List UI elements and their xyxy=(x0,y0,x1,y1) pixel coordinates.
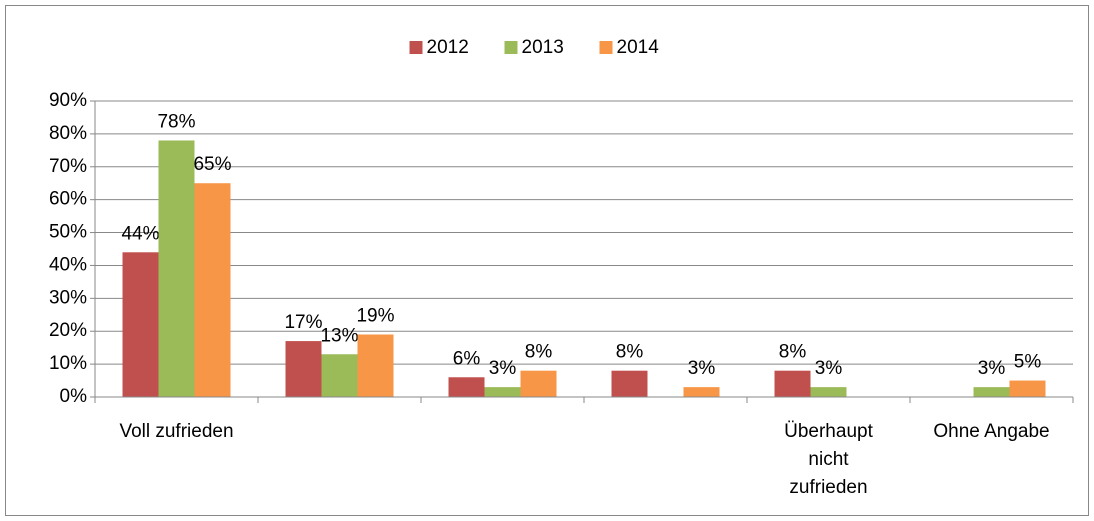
data-label: 19% xyxy=(356,306,394,327)
y-tick-label: 60% xyxy=(49,189,87,210)
bar xyxy=(448,377,485,397)
y-tick-label: 10% xyxy=(49,353,87,374)
legend-label: 2013 xyxy=(522,37,564,58)
bar xyxy=(285,341,322,397)
bar xyxy=(357,334,394,397)
x-tick-label: Ohne Angabe xyxy=(933,421,1049,442)
data-label: 3% xyxy=(815,358,843,379)
data-label: 44% xyxy=(121,223,159,244)
data-label: 3% xyxy=(688,358,716,379)
data-label: 5% xyxy=(1014,352,1042,373)
x-tick-label: Voll zufrieden xyxy=(119,421,233,442)
legend-swatch xyxy=(409,41,423,54)
legend-swatch xyxy=(599,41,613,54)
bar xyxy=(683,387,720,397)
bar xyxy=(122,252,159,397)
legend-swatch xyxy=(504,41,518,54)
data-label: 8% xyxy=(525,342,553,363)
bar xyxy=(321,354,358,397)
data-label: 78% xyxy=(157,111,195,132)
bar xyxy=(611,370,648,397)
data-label: 6% xyxy=(453,348,481,369)
legend-label: 2014 xyxy=(617,37,660,58)
bar xyxy=(484,387,521,397)
bar xyxy=(774,370,811,397)
data-label: 3% xyxy=(489,358,517,379)
bar xyxy=(194,183,231,397)
data-label: 8% xyxy=(616,342,644,363)
data-label: 17% xyxy=(284,312,322,333)
y-tick-label: 90% xyxy=(49,90,87,111)
y-tick-label: 50% xyxy=(49,222,87,243)
data-label: 65% xyxy=(193,154,231,175)
legend-label: 2012 xyxy=(427,37,469,58)
bar xyxy=(810,387,847,397)
data-label: 3% xyxy=(978,358,1006,379)
y-tick-label: 80% xyxy=(49,123,87,144)
bar xyxy=(973,387,1010,397)
bar xyxy=(520,370,557,397)
y-tick-label: 70% xyxy=(49,156,87,177)
data-label: 13% xyxy=(320,325,358,346)
bar xyxy=(1009,380,1046,397)
bar xyxy=(158,140,195,397)
y-tick-label: 0% xyxy=(60,386,88,407)
x-tick-label: Überhaupt nicht zufrieden xyxy=(784,421,873,498)
y-tick-label: 30% xyxy=(49,287,87,308)
y-tick-label: 40% xyxy=(49,254,87,275)
data-label: 8% xyxy=(779,342,807,363)
y-tick-label: 20% xyxy=(49,320,87,341)
